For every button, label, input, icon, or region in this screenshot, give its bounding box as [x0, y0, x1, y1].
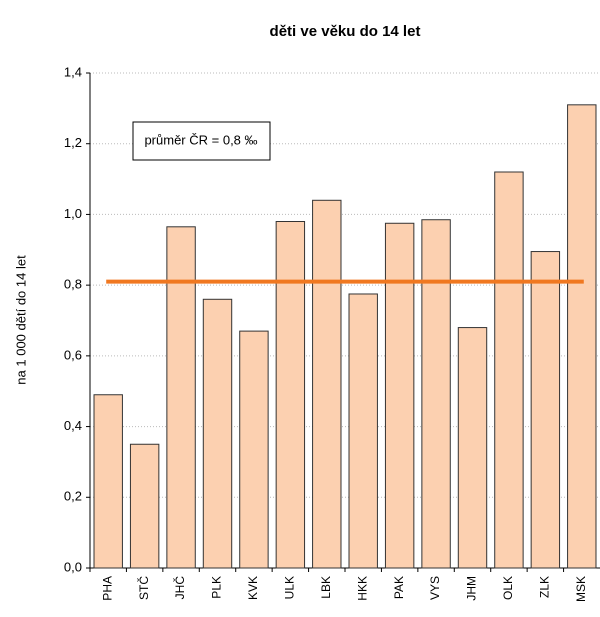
chart-title: děti ve věku do 14 let — [270, 23, 421, 40]
annotation-box — [132, 121, 271, 161]
x-tick-label: ZLK — [538, 576, 552, 598]
y-tick-label: 0,8 — [64, 277, 82, 292]
bar — [202, 298, 233, 569]
y-tick-label: 1,4 — [64, 64, 82, 79]
bar — [384, 222, 415, 569]
y-tick-label: 0,6 — [64, 347, 82, 362]
x-tick-label: LBK — [319, 576, 333, 599]
y-tick-label: 1,2 — [64, 135, 82, 150]
bar — [530, 251, 561, 569]
y-tick-label: 0,0 — [64, 559, 82, 574]
bar — [457, 327, 488, 569]
x-tick-label: PHA — [100, 576, 114, 601]
y-tick-label: 0,4 — [64, 418, 82, 433]
bar — [275, 221, 306, 569]
bar — [421, 219, 451, 569]
bar — [348, 293, 378, 569]
x-tick-label: PAK — [392, 576, 406, 599]
bar — [312, 199, 342, 569]
x-tick-label: ULK — [283, 576, 297, 599]
x-tick-label: HKK — [355, 576, 369, 601]
bar — [166, 226, 196, 569]
x-tick-label: KVK — [246, 576, 260, 600]
x-tick-label: JHČ — [172, 576, 187, 600]
annotation: průměr ČR = 0,8 ‰ — [144, 132, 257, 147]
bar — [567, 104, 597, 569]
y-axis-label: na 1 000 dětí do 14 let — [13, 255, 28, 385]
bar — [239, 330, 269, 569]
y-tick-label: 1,0 — [64, 206, 82, 221]
x-tick-label: JHM — [465, 576, 479, 601]
bar — [494, 171, 524, 569]
x-tick-label: STČ — [136, 576, 151, 600]
x-tick-label: VYS — [428, 576, 442, 600]
y-tick-label: 0,2 — [64, 489, 82, 504]
bar — [93, 394, 123, 569]
x-tick-label: PLK — [210, 576, 224, 599]
bar — [129, 443, 160, 569]
x-tick-label: MSK — [574, 576, 588, 602]
x-tick-label: OLK — [501, 576, 515, 600]
